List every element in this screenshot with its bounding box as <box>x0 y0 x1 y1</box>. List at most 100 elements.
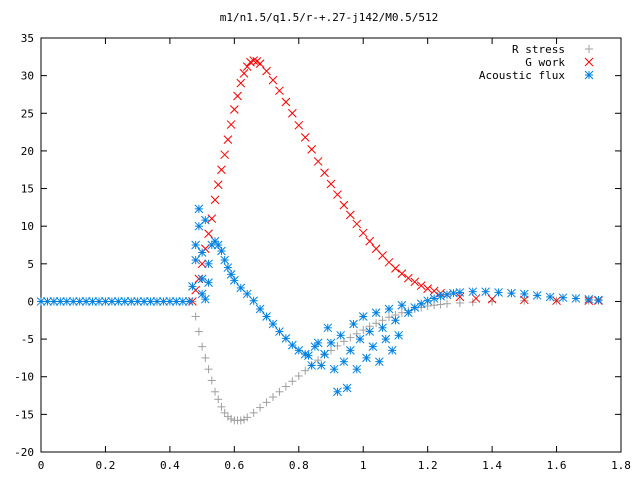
x-tick-label: 1.2 <box>418 459 438 472</box>
y-tick-label: -15 <box>14 408 34 421</box>
data-point <box>352 219 362 229</box>
y-tick-label: 15 <box>21 183 34 196</box>
data-point <box>326 338 336 348</box>
data-point <box>229 105 239 114</box>
chart-title: m1/n1.5/q1.5/r-+.27-j142/M0.5/512 <box>220 11 439 24</box>
data-point <box>220 408 229 417</box>
data-point <box>233 91 242 101</box>
data-point <box>443 299 451 308</box>
data-point <box>146 297 155 306</box>
data-point <box>194 327 203 336</box>
data-point <box>226 270 236 279</box>
data-point <box>545 292 555 302</box>
data-point <box>365 236 375 246</box>
data-point <box>211 387 219 396</box>
data-point <box>214 395 223 404</box>
data-point <box>368 342 378 351</box>
data-point <box>223 135 233 144</box>
data-point <box>198 342 207 351</box>
data-point <box>397 300 407 310</box>
data-point <box>239 69 249 78</box>
data-point <box>429 294 439 303</box>
data-point <box>191 240 201 250</box>
data-point <box>255 59 265 68</box>
data-point <box>455 298 464 307</box>
data-point <box>374 357 384 367</box>
data-point <box>188 282 197 291</box>
data-point <box>304 351 313 361</box>
data-point <box>423 284 433 294</box>
data-point <box>323 323 333 333</box>
data-point <box>384 304 394 314</box>
y-axis: -20 -15 -10 -5 0 5 10 15 20 25 30 35 <box>14 32 621 459</box>
data-point <box>184 297 194 306</box>
data-point <box>220 255 230 265</box>
data-point <box>333 387 342 397</box>
data-point <box>532 291 542 300</box>
data-point <box>594 295 603 305</box>
data-point <box>281 382 290 391</box>
x-tick-label: 1.8 <box>611 459 631 472</box>
data-point <box>507 288 516 298</box>
data-point <box>371 308 381 318</box>
data-point <box>345 346 355 355</box>
data-point <box>197 248 207 257</box>
data-point <box>220 150 230 160</box>
data-point <box>200 215 210 225</box>
data-point <box>294 371 303 380</box>
data-point <box>455 288 465 297</box>
data-point <box>333 190 342 199</box>
data-point <box>403 273 413 283</box>
x-tick-label: 0 <box>38 459 45 472</box>
data-point <box>391 263 400 273</box>
data-point <box>416 281 426 291</box>
data-point <box>227 414 236 423</box>
data-point <box>391 315 400 325</box>
data-point <box>204 229 213 239</box>
data-point <box>217 402 226 411</box>
data-point <box>275 86 284 96</box>
data-point <box>339 357 349 367</box>
data-point <box>430 301 439 310</box>
data-point <box>423 296 433 306</box>
data-point <box>372 319 381 328</box>
data-point <box>204 278 213 287</box>
data-point <box>468 287 478 297</box>
data-point <box>294 120 304 130</box>
legend-label: G work <box>525 56 565 69</box>
data-point <box>139 297 149 306</box>
y-tick-label: 0 <box>27 295 34 308</box>
data-point <box>520 296 529 305</box>
data-point <box>268 319 278 329</box>
data-point <box>558 293 568 303</box>
data-point <box>355 334 365 344</box>
data-point <box>94 297 104 306</box>
data-point <box>362 353 371 363</box>
legend-marker <box>585 45 593 53</box>
data-point <box>126 297 136 306</box>
data-point <box>210 195 220 205</box>
data-point <box>262 398 271 407</box>
data-point <box>301 366 310 375</box>
data-point <box>249 296 259 306</box>
x-tick-label: 1 <box>360 459 367 472</box>
x-tick-label: 1.6 <box>547 459 567 472</box>
data-point <box>223 263 233 272</box>
data-point <box>394 330 404 340</box>
y-tick-label: 10 <box>21 220 34 233</box>
y-tick-label: 20 <box>21 145 34 158</box>
data-point <box>378 323 387 333</box>
x-tick-label: 1.4 <box>482 459 502 472</box>
data-point <box>481 287 491 297</box>
data-point <box>213 180 223 190</box>
data-point <box>410 277 420 287</box>
data-point <box>236 78 246 88</box>
data-point <box>326 179 336 189</box>
data-point <box>346 333 355 342</box>
data-point <box>365 327 375 336</box>
x-axis: 0 0.2 0.4 0.6 0.8 1 1.2 1.4 1.6 1.8 <box>38 38 631 472</box>
data-point <box>262 66 271 76</box>
plot-frame <box>40 37 622 453</box>
y-tick-label: -10 <box>14 371 34 384</box>
